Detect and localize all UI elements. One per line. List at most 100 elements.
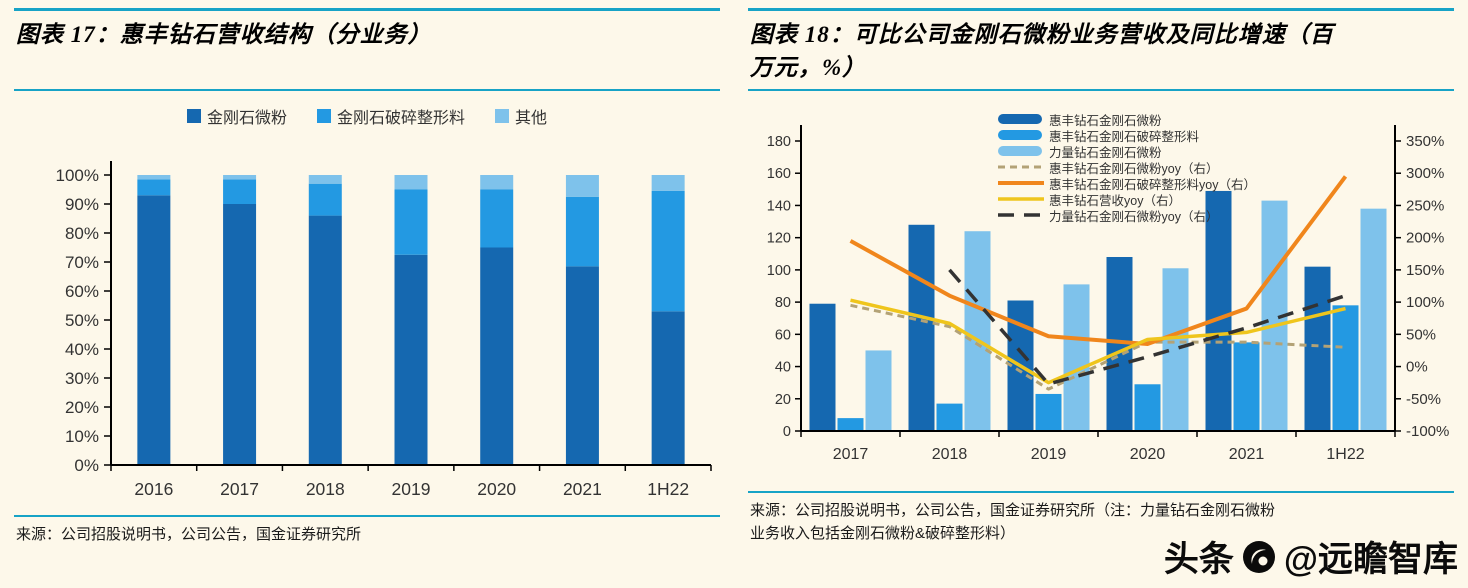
bottom-divider [14,515,720,517]
stacked-bar-segment [565,175,599,197]
grouped-bar [964,231,991,431]
legend-item: 力量钻石金刚石微粉yoy（右） [998,208,1256,224]
title-divider [748,89,1454,91]
figure-18-plot: 0 20 40 60 80 100 120 140 160 180 -100% -50% 0% 50% 10… [767,125,1449,463]
x-category-label: 2021 [563,479,602,499]
stacked-bar-segment [565,196,599,267]
stacked-bar-segment [223,179,257,204]
stacked-bar-segment [308,215,342,465]
grouped-bar [1063,284,1090,431]
y-tick-label: 70% [65,253,99,272]
stacked-bar-segment [651,190,685,312]
top-divider [748,8,1454,11]
right-y-tick-label: 250% [1406,197,1444,214]
x-category-label: 2019 [392,479,431,499]
stacked-bar-segment [137,195,171,466]
legend-swatch [998,197,1044,201]
grouped-bar [1360,208,1387,431]
y-tick-label: 0% [74,456,99,475]
right-y-tick-label: -50% [1406,391,1441,408]
watermark: 头条 @远瞻智库 [1149,529,1462,584]
figure-18-source: 来源：公司招股说明书，公司公告，国金证券研究所（注：力量钻石金刚石微粉 业务收入… [748,493,1454,545]
legend-swatch [998,146,1042,156]
legend-item: 金刚石微粉 [186,104,287,128]
stacked-bar-segment [394,254,428,465]
x-category-label: 2020 [477,479,516,499]
y-tick-label: 10% [65,427,99,446]
x-category-label: 1H22 [647,479,689,499]
legend-label: 惠丰钻石金刚石微粉yoy（右） [1049,161,1219,176]
y-tick-label: 60% [65,282,99,301]
x-category-label: 2020 [1130,446,1166,463]
stacked-bar-segment [480,247,514,465]
right-y-tick-label: -100% [1406,423,1449,440]
y-tick-label: 90% [65,195,99,214]
legend-bar-swatch [998,130,1042,140]
grouped-bar [1035,393,1062,431]
legend-item: 惠丰钻石金刚石破碎整形料 [998,128,1256,144]
legend-swatch [998,181,1044,185]
grouped-bar [1205,190,1232,431]
left-y-tick-label: 140 [767,198,791,214]
stacked-bar-segment [565,266,599,465]
x-category-label: 2018 [932,446,968,463]
legend-item: 惠丰钻石金刚石破碎整形料yoy（右） [998,176,1256,192]
left-y-tick-label: 0 [783,424,791,440]
figure-17-legend: 金刚石微粉 金刚石破碎整形料 其他 [14,103,720,129]
figure-18-source-line1: 来源：公司招股说明书，公司公告，国金证券研究所（注：力量钻石金刚石微粉 [750,502,1276,519]
legend-swatch [998,130,1042,140]
figure-18-title-line1: 图表 18：可比公司金刚石微粉业务营收及同比增速（百 [750,22,1334,47]
legend-label: 力量钻石金刚石微粉 [1049,145,1162,160]
y-tick-label: 20% [65,398,99,417]
grouped-bar [908,224,935,431]
legend-swatch [998,213,1044,217]
figure-18-title: 图表 18：可比公司金刚石微粉业务营收及同比增速（百 万元，%） [748,11,1454,89]
right-y-tick-label: 200% [1406,230,1444,247]
legend-swatch [316,109,331,123]
yoy-line [849,175,1348,346]
stacked-bar-segment [394,175,428,190]
stacked-bar-segment [651,311,685,465]
right-y-tick-label: 0% [1406,359,1428,376]
stacked-bar-segment [308,175,342,184]
left-y-tick-label: 60 [775,327,791,343]
stacked-bar-segment [137,179,171,196]
legend-item: 惠丰钻石金刚石微粉yoy（右） [998,160,1256,176]
grouped-bar [1134,384,1161,431]
title-divider [14,89,720,91]
stacked-bar-segment [308,183,342,216]
legend-bar-swatch [998,114,1042,124]
right-y-tick-label: 50% [1406,326,1436,343]
legend-swatch [186,109,201,123]
grouped-bar [1304,266,1331,431]
legend-item: 金刚石破碎整形料 [316,104,465,128]
left-y-tick-label: 20 [775,392,791,408]
panel-figure-18: 图表 18：可比公司金刚石微粉业务营收及同比增速（百 万元，%） 0 20 40 60… [748,8,1454,545]
legend-item: 力量钻石金刚石微粉 [998,144,1256,160]
left-y-tick-label: 80 [775,295,791,311]
legend-label: 力量钻石金刚石微粉yoy（右） [1049,209,1219,224]
legend-item: 惠丰钻石金刚石微粉 [998,112,1256,128]
stacked-bar-segment [223,175,257,180]
legend-swatch [998,114,1042,124]
legend-item: 其他 [495,104,547,128]
left-y-tick-label: 40 [775,360,791,376]
x-category-label: 1H22 [1326,446,1364,463]
right-y-tick-label: 300% [1406,165,1444,182]
legend-label: 惠丰钻石金刚石微粉 [1049,113,1162,128]
grouped-bar [1233,342,1260,431]
y-tick-label: 40% [65,340,99,359]
stacked-bar-segment [137,175,171,180]
x-category-label: 2019 [1031,446,1067,463]
figure-17-title: 图表 17：惠丰钻石营收结构（分业务） [16,22,432,47]
bottom-divider [748,491,1454,493]
stacked-bar-segment [651,175,685,191]
legend-label: 惠丰钻石金刚石破碎整形料yoy（右） [1049,177,1256,192]
grouped-bar [809,303,836,431]
grouped-bar [936,403,963,431]
legend-bar-swatch [998,146,1042,156]
watermark-prefix: 头条 [1163,540,1234,579]
panel-figure-17: 图表 17：惠丰钻石营收结构（分业务） 金刚石微粉 金刚石破碎整形料 其他 0% 10… [14,8,720,547]
legend-label: 惠丰钻石金刚石破碎整形料 [1049,129,1200,144]
